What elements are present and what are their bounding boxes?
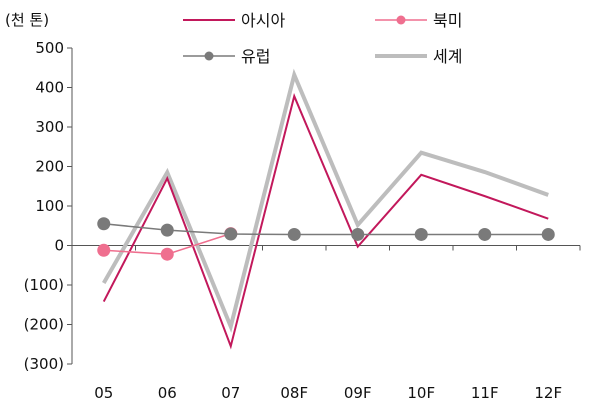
x-tick-label: 07: [221, 384, 240, 402]
y-tick-label: 100: [35, 197, 64, 215]
x-tick-label: 09F: [344, 384, 372, 402]
data-point: [351, 227, 365, 241]
series-line: [102, 93, 549, 350]
legend-label: 세계: [433, 47, 462, 66]
x-tick-label: 11F: [471, 384, 499, 402]
series-아시아: [102, 93, 549, 350]
y-tick-label: 300: [35, 118, 64, 136]
y-tick-label: (200): [24, 316, 64, 334]
legend-item: 세계: [375, 47, 462, 66]
data-point: [224, 227, 238, 241]
series-line: [103, 223, 549, 236]
axes: 500 400 300 200 100 0 (100) (200) (300) 05 06 07 08F…: [24, 39, 581, 402]
y-tick-label: 400: [35, 79, 64, 97]
series-유럽: [97, 217, 555, 241]
data-point: [414, 227, 428, 241]
y-unit-label: (천 톤): [5, 11, 49, 29]
data-point: [541, 227, 555, 241]
x-tick-label: 06: [158, 384, 177, 402]
data-point: [160, 247, 174, 261]
y-tick-label: 200: [35, 158, 64, 176]
legend-item: 아시아: [183, 11, 285, 30]
data-point: [287, 227, 301, 241]
data-point: [97, 243, 111, 257]
x-tick-label: 05: [94, 384, 113, 402]
legend-marker: [204, 51, 214, 61]
legend-label: 아시아: [241, 11, 285, 30]
legend-marker: [396, 15, 406, 25]
y-tick-label: (100): [24, 276, 64, 294]
x-tick-label: 10F: [407, 384, 435, 402]
data-point: [160, 223, 174, 237]
x-tick-label: 12F: [534, 384, 562, 402]
data-point: [478, 227, 492, 241]
y-tick-label: (300): [24, 355, 64, 373]
x-tick-label: 08F: [280, 384, 308, 402]
y-tick-label: 500: [35, 39, 64, 57]
y-tick-label: 0: [54, 237, 64, 255]
series-line: [102, 68, 549, 333]
legend-item: 유럽: [183, 47, 270, 66]
data-point: [97, 217, 111, 231]
series-group: [97, 68, 555, 350]
series-세계: [102, 68, 549, 333]
legend-item: 북미: [375, 11, 462, 30]
legend-label: 북미: [433, 11, 462, 30]
legend-label: 유럽: [241, 47, 270, 66]
